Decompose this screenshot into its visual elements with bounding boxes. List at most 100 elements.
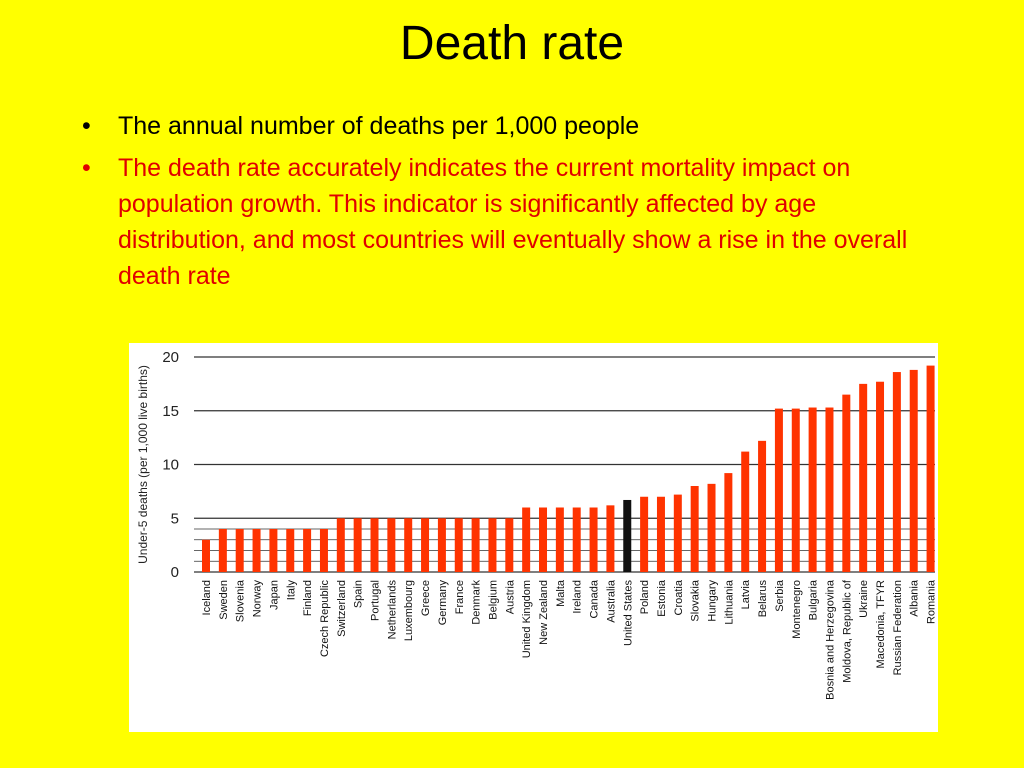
y-tick-label: 0 [171,564,179,581]
x-tick-label: Italy [285,580,297,601]
x-tick-label: Luxembourg [403,580,415,641]
x-tick-label: Russian Federation [892,580,904,675]
bar [707,483,716,572]
x-tick-label: Macedonia, TFYR [875,580,887,669]
bullet-item: • The annual number of deaths per 1,000 … [82,108,942,144]
bar [724,473,733,572]
x-tick-label: Belgium [487,580,499,620]
x-tick-label: France [454,580,466,614]
bar [859,383,868,572]
bar [505,518,514,572]
x-tick-label: Albania [909,579,921,617]
x-tick-label: Japan [268,580,280,610]
bar [606,505,615,572]
x-tick-label: Spain [353,580,365,608]
x-tick-label: Lithuania [723,579,735,625]
bar [909,369,918,572]
x-tick-label: Portugal [370,580,382,621]
bar [892,372,901,572]
bar [808,407,817,572]
bar [252,529,261,572]
bar [656,496,665,572]
chart-panel: 0 5 10 15 20 Iceland Sweden Slovenia Norway Japa… [129,343,938,732]
bar [471,518,480,572]
x-tick-label: Canada [589,579,601,618]
x-tick-label: Malta [555,579,567,607]
y-axis-ticks: 0 5 10 15 20 [162,349,179,581]
bar [673,494,682,572]
y-tick-label: 15 [162,403,179,420]
bar [286,529,295,572]
x-tick-label: Czech Republic [319,580,331,658]
x-tick-label: Ireland [572,580,584,614]
x-tick-label: Germany [437,580,449,626]
bar [269,529,278,572]
bar [404,518,413,572]
slide-title: Death rate [399,17,625,70]
bullet-dot-icon: • [82,112,91,140]
bar [336,518,345,572]
bar [437,518,446,572]
bullet-item: • The death rate accurately indicates th… [82,150,942,294]
x-tick-label: Netherlands [386,580,398,640]
bar [741,451,750,572]
x-tick-label: Montenegro [791,580,803,639]
y-axis-label: Under-5 deaths (per 1,000 live births) [136,365,150,564]
bar [825,407,834,572]
bar [202,539,210,572]
y-tick-label: 20 [162,349,179,366]
x-tick-label: Estonia [656,579,668,617]
bar [555,507,564,572]
bar-chart: 0 5 10 15 20 Iceland Sweden Slovenia Norway Japa… [136,349,938,700]
x-tick-label: Latvia [740,579,752,609]
bullet-text: The annual number of deaths per 1,000 pe… [118,112,640,140]
bar [774,408,783,572]
bar [842,394,851,572]
bar [522,507,531,572]
bar [353,518,362,572]
x-tick-label: Norway [252,580,264,618]
x-tick-label: Iceland [201,580,213,615]
x-axis-ticks: Iceland Sweden Slovenia Norway Japan Italy Fin… [201,579,938,700]
bar [539,507,548,572]
x-tick-label: Croatia [673,579,685,615]
x-tick-label: Finland [302,580,314,616]
bars [202,365,935,572]
x-tick-label: Australia [605,579,617,623]
bullet-list: • The annual number of deaths per 1,000 … [82,108,942,300]
x-tick-label: Ukraine [858,580,870,618]
y-tick-label: 10 [162,457,179,474]
x-tick-label: Bosnia and Herzegovina [824,579,836,700]
bar [589,507,598,572]
bar [303,529,312,572]
x-tick-label: Moldova, Republic of [841,579,853,683]
x-tick-label: Bulgaria [808,579,820,620]
bar [488,518,497,572]
x-tick-label: United Kingdom [521,580,533,658]
bar [876,381,885,572]
x-tick-label: Poland [639,580,651,614]
bar [218,529,227,572]
bar [454,518,463,572]
bar [926,365,935,572]
bar [572,507,581,572]
x-tick-label: Belarus [757,580,769,618]
x-tick-label: Sweden [218,580,230,620]
bar [370,518,379,572]
x-tick-label: Slovenia [235,579,247,622]
bar [640,496,649,572]
x-tick-label: Denmark [471,580,483,625]
y-tick-label: 5 [171,510,179,527]
bar [758,440,767,572]
bar [421,518,430,572]
x-tick-label: Slovakia [690,579,702,621]
x-tick-label: Austria [504,579,516,614]
bar [791,408,800,572]
x-tick-label: Hungary [707,580,719,622]
bar [235,529,244,572]
bar [387,518,396,572]
x-tick-label: Greece [420,580,432,616]
x-tick-label: Switzerland [336,580,348,637]
bar [319,529,328,572]
x-tick-label: United States [622,580,634,647]
